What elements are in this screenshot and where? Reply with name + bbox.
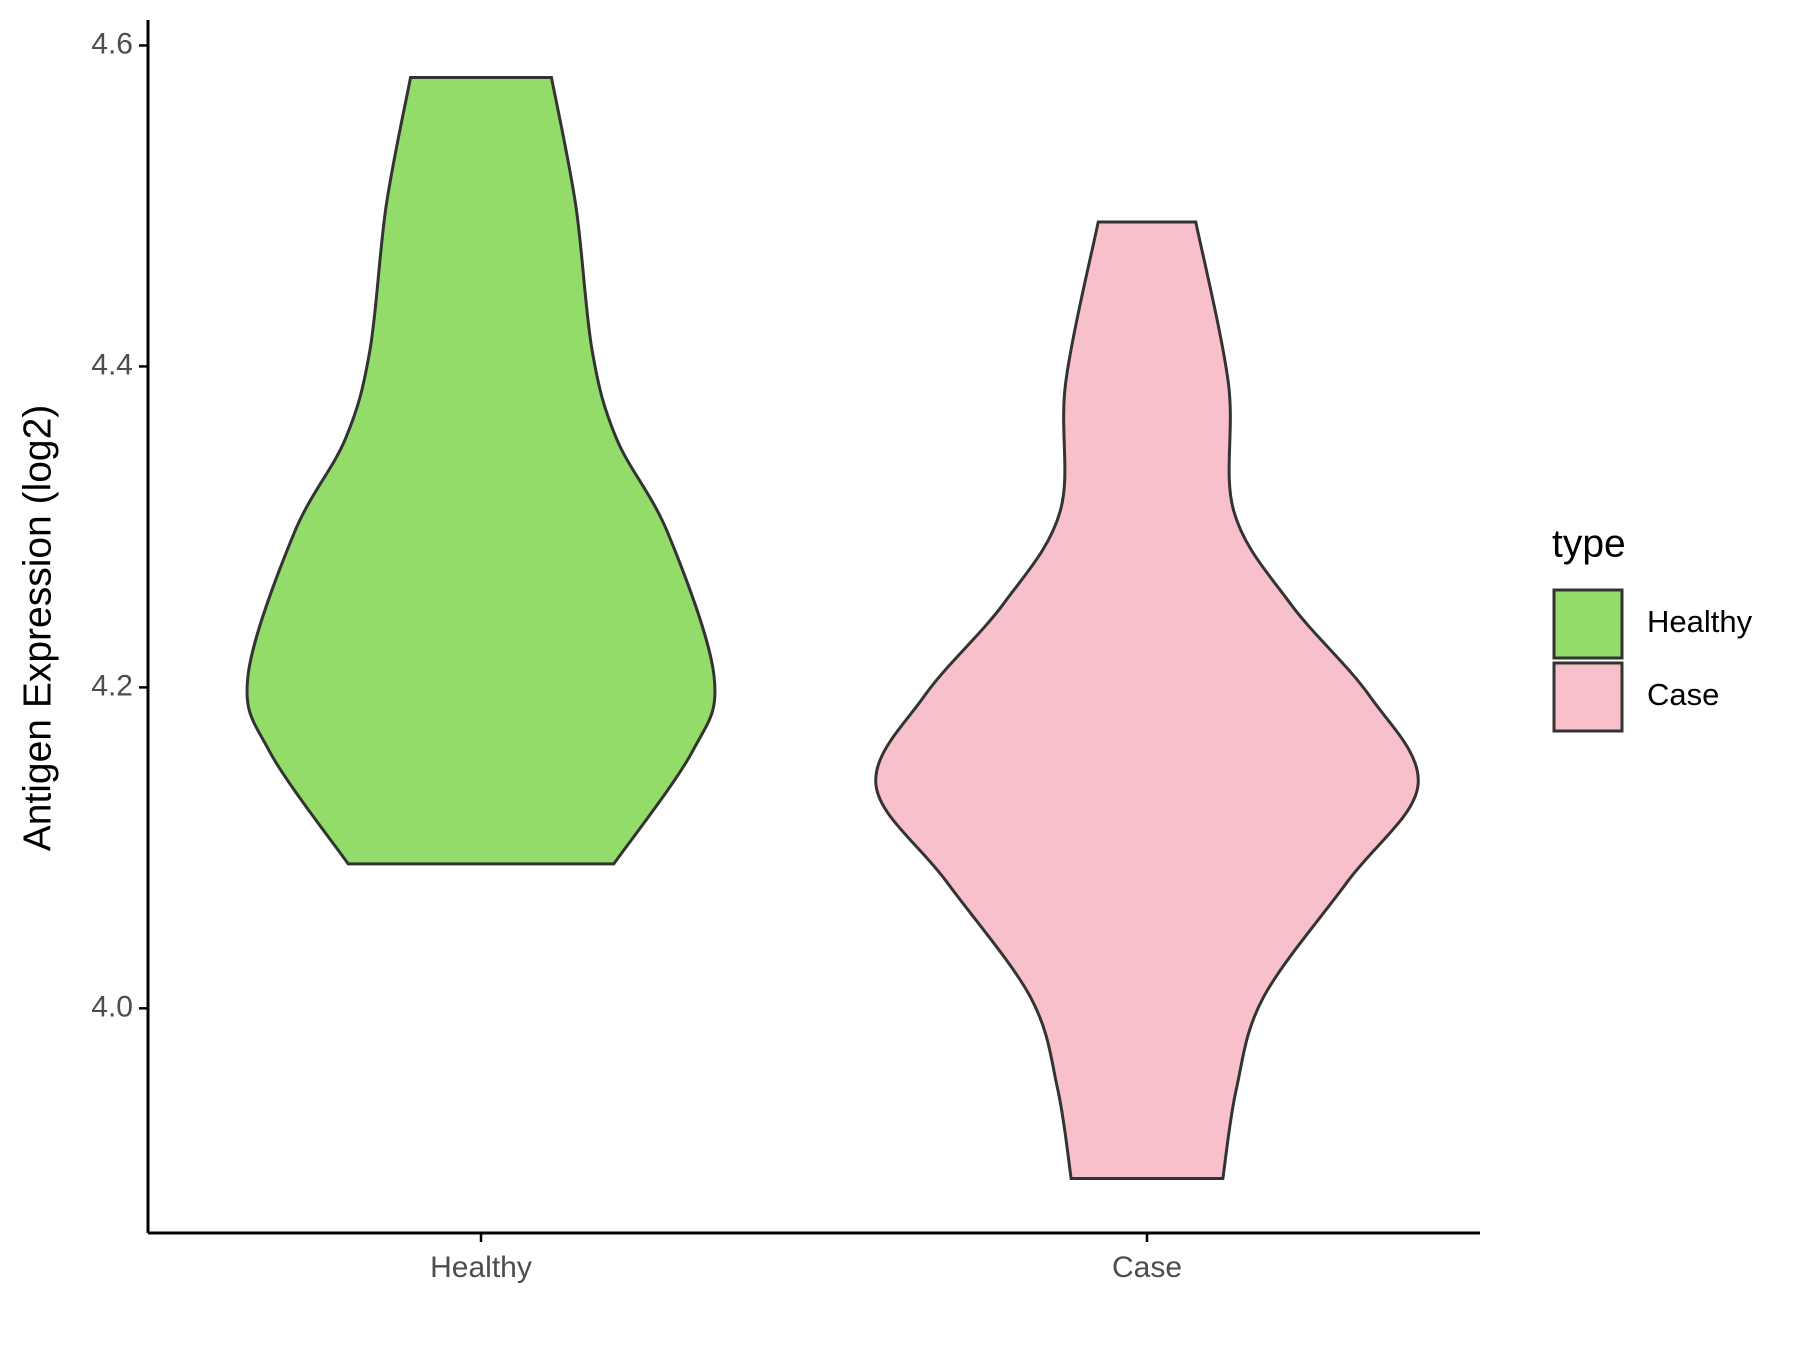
y-tick-label: 4.2	[91, 669, 133, 702]
y-axis-title: Antigen Expression (log2)	[16, 405, 59, 852]
legend-key	[1552, 661, 1624, 733]
y-tick-label: 4.0	[91, 990, 133, 1023]
legend-label: Healthy	[1647, 604, 1753, 639]
violin	[874, 220, 1420, 1180]
x-tick-label: Case	[1112, 1251, 1182, 1284]
violin	[245, 76, 717, 866]
y-tick-label: 4.4	[91, 348, 133, 381]
y-tick-label: 4.6	[91, 27, 133, 60]
legend-title: type	[1552, 522, 1626, 565]
x-tick-label: Healthy	[430, 1251, 532, 1284]
legend-key	[1552, 588, 1624, 660]
legend-label: Case	[1647, 677, 1719, 712]
